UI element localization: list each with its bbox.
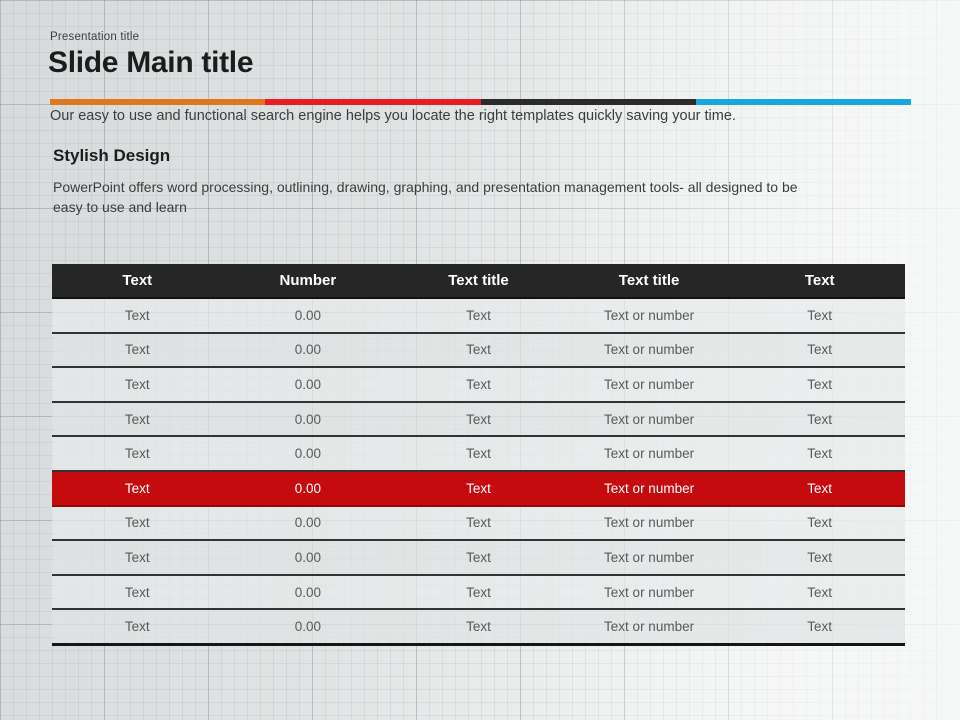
table-cell: 0.00	[222, 401, 394, 438]
table-cell: Text or number	[563, 574, 735, 611]
table-cell: Text or number	[563, 609, 735, 646]
table-cell: Text	[734, 505, 905, 542]
table-cell: Text	[393, 609, 564, 646]
table-row: Text 0.00 Text Text or number Text	[52, 436, 905, 472]
table-row: Text 0.00 Text Text or number Text	[52, 367, 905, 403]
table-cell: Text	[52, 470, 223, 507]
table-cell: Text	[734, 540, 905, 576]
table-cell: Text	[734, 609, 905, 646]
table-cell: 0.00	[222, 540, 394, 576]
table-cell: Text	[52, 332, 223, 369]
table-cell: 0.00	[222, 609, 394, 646]
table-cell: Text	[734, 574, 905, 611]
table-cell: 0.00	[222, 436, 394, 472]
table-cell: 0.00	[222, 505, 394, 542]
accent-bar-segment	[265, 99, 481, 105]
table-cell: Text	[393, 574, 564, 611]
table-cell: Text	[393, 540, 564, 576]
table-row: Text 0.00 Text Text or number Text	[52, 540, 905, 576]
accent-bar-segment	[695, 99, 911, 105]
table-cell: 0.00	[222, 367, 394, 403]
table-cell: Text	[52, 540, 223, 576]
column-header: Text	[734, 264, 905, 299]
table-cell: Text	[52, 609, 223, 646]
table-cell: Text	[734, 436, 905, 472]
table-body: Text 0.00 Text Text or number Text Text 0.00 Te…	[52, 298, 905, 646]
table-cell: Text or number	[563, 505, 735, 542]
table-row: Text 0.00 Text Text or number Text	[52, 332, 905, 369]
table-cell: Text	[734, 298, 905, 334]
table-cell: 0.00	[222, 298, 394, 334]
slide-subtitle: Our easy to use and functional search en…	[50, 108, 736, 124]
table-cell: Text or number	[563, 367, 735, 403]
table-cell: Text or number	[563, 470, 735, 507]
table-cell: Text or number	[563, 401, 735, 438]
table-cell: Text	[734, 401, 905, 438]
table-row: Text 0.00 Text Text or number Text	[52, 609, 905, 646]
table-cell: Text	[393, 505, 564, 542]
table-cell: Text	[52, 367, 223, 403]
table-row-highlighted: Text 0.00 Text Text or number Text	[52, 470, 905, 507]
column-header: Text title	[563, 264, 735, 299]
section-heading: Stylish Design	[53, 146, 171, 165]
table-cell: Text	[52, 505, 223, 542]
table-row: Text 0.00 Text Text or number Text	[52, 298, 905, 334]
table-cell: Text or number	[563, 298, 735, 334]
table-cell: Text	[393, 436, 564, 472]
table-cell: Text	[393, 401, 564, 438]
table-cell: Text	[393, 367, 564, 403]
table-cell: Text or number	[563, 332, 735, 369]
accent-bar-segment	[480, 99, 696, 105]
table-cell: Text	[52, 401, 223, 438]
table-cell: Text or number	[563, 540, 735, 576]
accent-divider-bar	[50, 99, 911, 105]
table-row: Text 0.00 Text Text or number Text	[52, 505, 905, 542]
table-header-row: Text Number Text title Text title Text	[52, 264, 905, 299]
slide-main-title: Slide Main title	[48, 46, 254, 79]
column-header: Text title	[393, 264, 564, 299]
section-body-text: PowerPoint offers word processing, outli…	[53, 179, 798, 215]
presentation-title: Presentation title	[50, 31, 140, 43]
table-cell: 0.00	[222, 574, 394, 611]
accent-bar-segment	[50, 99, 266, 105]
table-cell: Text	[393, 332, 564, 369]
table-cell: Text	[393, 470, 564, 507]
table-cell: 0.00	[222, 332, 394, 369]
table-cell: Text	[393, 298, 564, 334]
table-cell: 0.00	[222, 470, 394, 507]
table-cell: Text	[52, 436, 223, 472]
table-cell: Text	[52, 298, 223, 334]
table-cell: Text	[734, 367, 905, 403]
column-header: Text	[52, 264, 223, 299]
table-cell: Text or number	[563, 436, 735, 472]
table-cell: Text	[734, 470, 905, 507]
table-row: Text 0.00 Text Text or number Text	[52, 574, 905, 611]
data-table: Text Number Text title Text title Text T…	[52, 264, 905, 646]
column-header: Number	[222, 264, 394, 299]
table-cell: Text	[52, 574, 223, 611]
table-row: Text 0.00 Text Text or number Text	[52, 401, 905, 438]
table-cell: Text	[734, 332, 905, 369]
